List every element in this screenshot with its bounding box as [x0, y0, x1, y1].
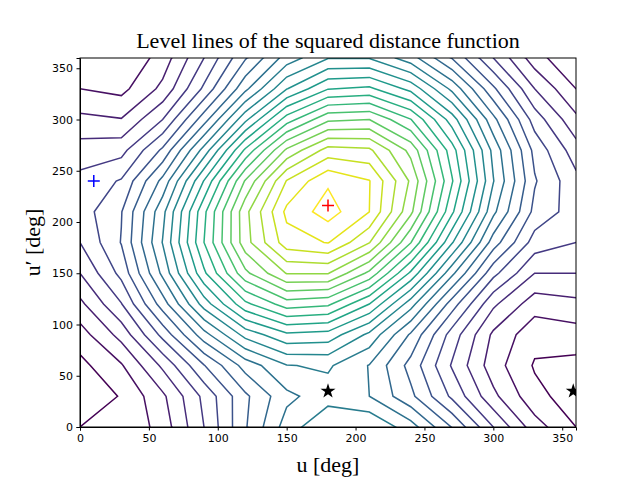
tick: 300 — [483, 427, 504, 445]
tick: 150 — [52, 267, 80, 280]
level-line — [141, 58, 514, 427]
tick-label: 150 — [277, 432, 298, 445]
level-line — [313, 189, 341, 222]
tick-label: 200 — [346, 432, 367, 445]
tick-label: 250 — [414, 432, 435, 445]
tick-mark — [424, 427, 425, 431]
level-line — [213, 103, 444, 308]
level-line — [152, 58, 505, 427]
tick-label: 200 — [52, 216, 73, 229]
tick: 150 — [277, 427, 298, 445]
tick-mark — [493, 427, 494, 431]
level-line — [94, 58, 560, 427]
level-line — [187, 77, 469, 333]
tick-label: 300 — [483, 432, 504, 445]
tick: 0 — [66, 421, 80, 434]
level-line — [131, 58, 525, 427]
tick-mark — [356, 427, 357, 431]
chart: 0 50 100 150 200 250 300 350 0 50 100 150 200 250 300 3… — [0, 0, 640, 480]
tick-mark — [77, 325, 81, 326]
level-line — [272, 158, 383, 253]
tick-mark — [287, 427, 288, 431]
y-axis-title: u′ [deg] — [20, 209, 45, 277]
tick: 100 — [208, 427, 229, 445]
level-line — [284, 170, 370, 243]
tick-mark — [77, 273, 81, 274]
tick: 0 — [77, 427, 84, 445]
tick-mark — [149, 427, 150, 431]
tick-mark — [77, 68, 81, 69]
level-line — [171, 58, 486, 354]
tick-label: 150 — [52, 267, 73, 280]
plot-area: 0 50 100 150 200 250 300 350 0 50 100 150 200 250 300 3… — [52, 43, 597, 445]
axis-line — [81, 428, 577, 431]
tick: 300 — [52, 114, 80, 127]
level-line — [204, 95, 453, 316]
tick-label: 100 — [52, 319, 73, 332]
tick: 350 — [52, 62, 80, 75]
level-line — [179, 68, 477, 343]
tick-mark — [218, 427, 219, 431]
point — [320, 383, 335, 397]
tick-mark — [562, 427, 563, 431]
tick: 50 — [59, 370, 80, 383]
tick: 350 — [552, 427, 573, 445]
point — [566, 383, 576, 397]
tick-label: 0 — [66, 421, 73, 434]
tick-label: 100 — [208, 432, 229, 445]
tick-mark — [77, 376, 81, 377]
x-axis-title: u [deg] — [297, 452, 360, 477]
tick: 250 — [414, 427, 435, 445]
level-line — [196, 87, 461, 325]
tick-mark — [77, 171, 81, 172]
contours — [80, 58, 576, 427]
level-line — [80, 58, 576, 427]
tick: 200 — [346, 427, 367, 445]
level-line — [222, 111, 435, 299]
level-line — [239, 129, 418, 282]
tick-label: 50 — [142, 432, 156, 445]
markers — [88, 175, 576, 398]
tick-mark — [77, 120, 81, 121]
tick: 50 — [142, 427, 156, 445]
tick: 200 — [52, 216, 80, 229]
level-line — [249, 138, 409, 273]
point — [88, 175, 100, 187]
x-axis: 0 50 100 150 200 250 300 350 — [77, 427, 577, 445]
point — [322, 200, 334, 212]
tick: 250 — [52, 165, 80, 178]
level-line — [260, 147, 395, 264]
tick-label: 350 — [52, 62, 73, 75]
tick-label: 300 — [52, 114, 73, 127]
title: Level lines of the squared distance func… — [136, 28, 520, 53]
tick-label: 350 — [552, 432, 573, 445]
y-axis: 0 50 100 150 200 250 300 350 — [52, 59, 81, 435]
frame — [80, 58, 576, 427]
level-line — [80, 58, 576, 427]
level-line — [231, 120, 427, 292]
tick-label: 0 — [77, 432, 84, 445]
level-line — [80, 58, 576, 427]
level-line — [162, 58, 494, 427]
tick-mark — [77, 427, 81, 428]
tick-label: 50 — [59, 370, 73, 383]
tick-mark — [77, 222, 81, 223]
level-line — [80, 58, 576, 427]
level-line — [120, 58, 537, 427]
tick-label: 250 — [52, 165, 73, 178]
level-line — [80, 58, 576, 427]
tick: 100 — [52, 319, 80, 332]
